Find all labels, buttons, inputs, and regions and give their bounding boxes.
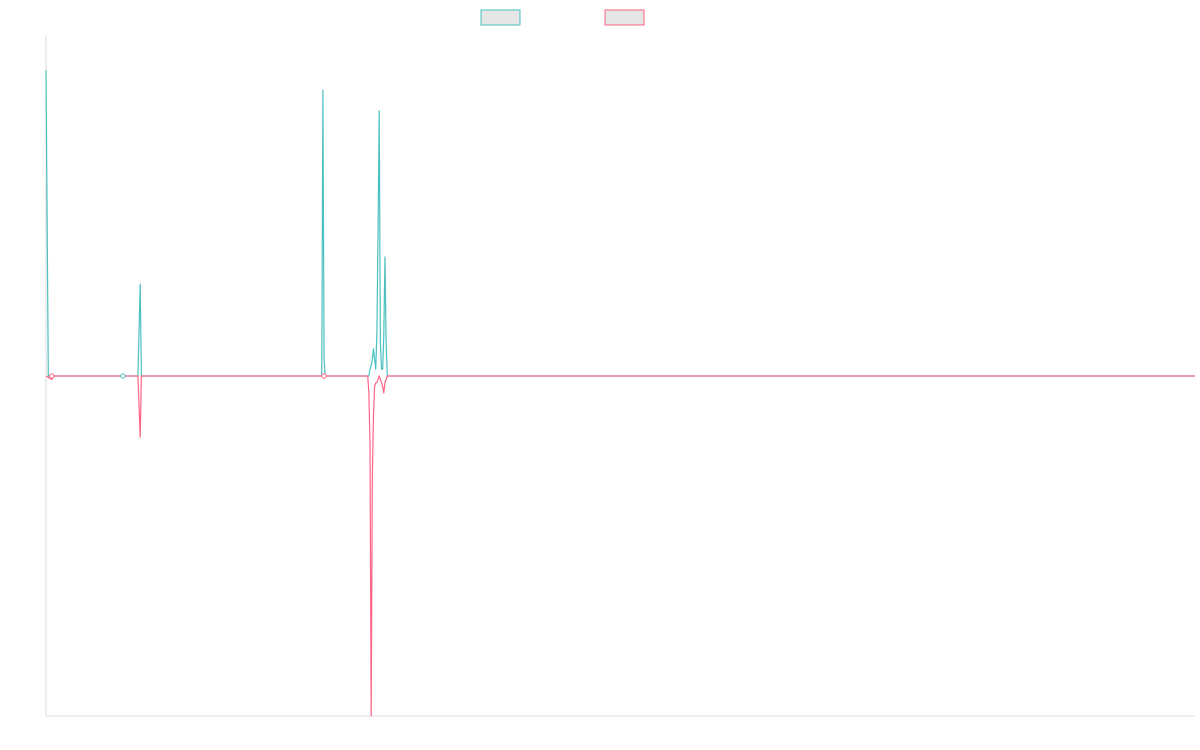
legend-swatch-series-1[interactable] [480, 9, 521, 26]
data-point-marker[interactable] [120, 373, 126, 379]
legend-swatch-series-2[interactable] [604, 9, 645, 26]
data-point-marker[interactable] [321, 373, 327, 379]
chart-series-layer [45, 69, 1195, 717]
chart-markers [49, 373, 327, 379]
chart-legend [480, 9, 645, 26]
series-2-line [45, 375, 1195, 717]
series-1-line [45, 69, 1195, 377]
data-point-marker[interactable] [49, 373, 55, 379]
